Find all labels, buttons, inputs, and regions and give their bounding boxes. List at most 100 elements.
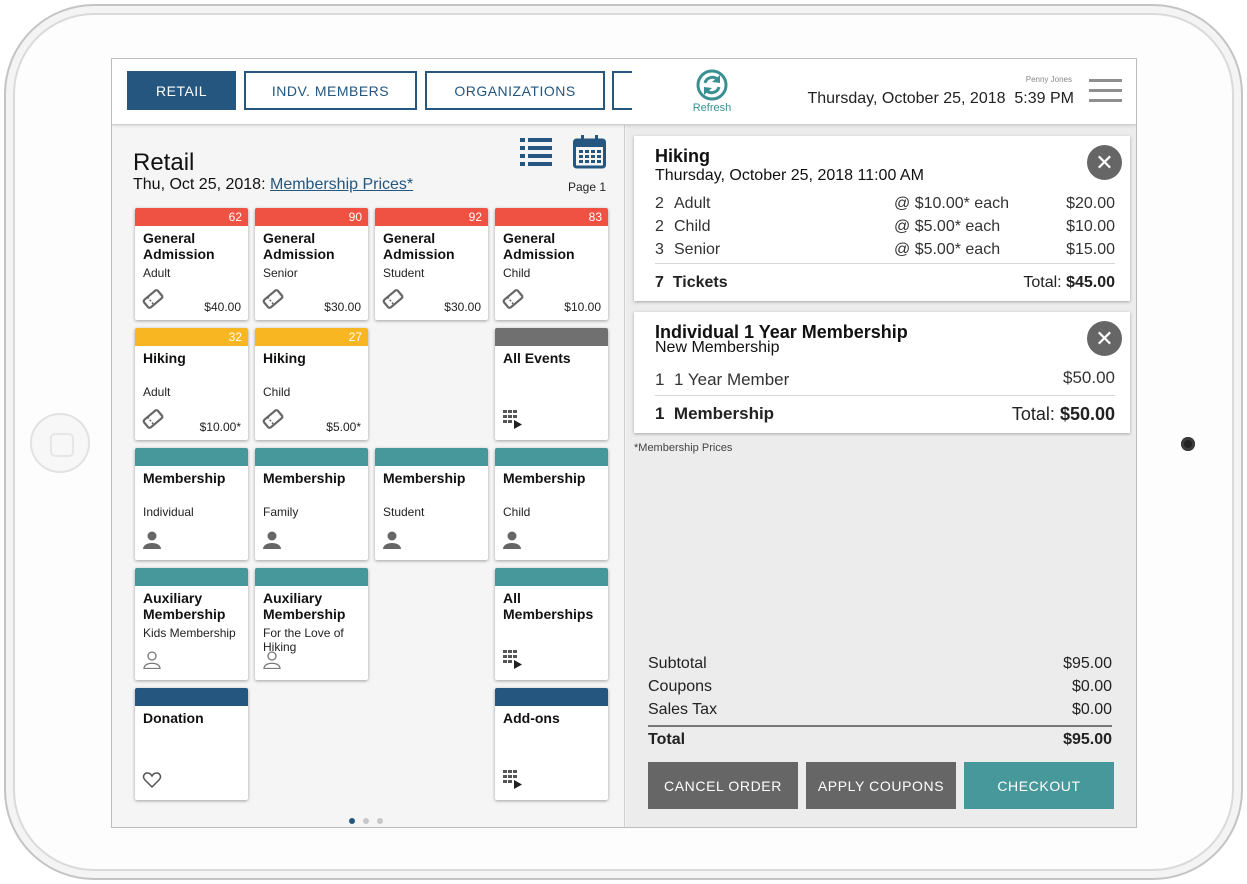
hamburger-icon[interactable] [1089, 79, 1122, 103]
tax-label: Sales Tax [648, 701, 718, 718]
product-tile[interactable]: All Events [495, 328, 608, 440]
remove-item-button[interactable]: ✕ [1087, 145, 1122, 180]
tile-price: $10.00 [564, 300, 601, 314]
product-tile[interactable]: 27 Hiking Child $5.00* [255, 328, 368, 440]
tile-subtitle: Individual [143, 505, 194, 519]
tile-name: Auxiliary Membership [143, 590, 226, 622]
tile-subtitle: Family [263, 505, 299, 519]
tile-name: All Events [503, 350, 571, 366]
checkout-button[interactable]: CHECKOUT [964, 762, 1114, 809]
list-view-icon[interactable] [520, 137, 552, 167]
tile-name: General Admission [503, 230, 575, 262]
ticket-icon [502, 289, 524, 314]
tile-subtitle: Senior [263, 266, 298, 280]
ticket-icon [382, 289, 404, 314]
person-icon [262, 531, 282, 554]
ticket-icon [262, 289, 284, 314]
product-tile[interactable]: Auxiliary Membership For the Love of Hiki… [255, 568, 368, 680]
tile-name: Membership [383, 470, 466, 486]
cart-item-total-row: 1 Membership Total: $50.00 [655, 404, 1115, 424]
tab-indv-members[interactable]: INDV. MEMBERS [244, 71, 417, 110]
refresh-icon [696, 69, 728, 101]
tile-subtitle: Student [383, 505, 425, 519]
tile-availability-bar [135, 568, 248, 586]
membership-count: 1 [655, 404, 665, 423]
calendar-icon[interactable] [573, 135, 606, 169]
coupons-row: Coupons $0.00 [648, 678, 1112, 696]
app-screen: RETAIL INDV. MEMBERS ORGANIZATIONS Refre… [111, 58, 1137, 828]
person-icon [142, 531, 162, 554]
tax-row: Sales Tax $0.00 [648, 701, 1112, 719]
line-qty: 2 [655, 218, 664, 235]
product-tile[interactable]: 83 General Admission Child $10.00 [495, 208, 608, 320]
product-tile[interactable]: 32 Hiking Adult $10.00* [135, 328, 248, 440]
tile-name: General Admission [143, 230, 215, 262]
tile-name: General Admission [383, 230, 455, 262]
membership-prices-link[interactable]: Membership Prices* [269, 176, 414, 193]
product-tile[interactable]: 90 General Admission Senior $30.00 [255, 208, 368, 320]
product-tile[interactable]: 92 General Admission Student $30.00 [375, 208, 488, 320]
tile-subtitle: Adult [143, 266, 171, 280]
page-dot-2[interactable] [363, 818, 369, 824]
tile-subtitle: Student [383, 266, 425, 280]
tile-availability-bar: 62 [135, 208, 248, 226]
product-tile[interactable]: Membership Student [375, 448, 488, 560]
product-tile[interactable]: All Memberships [495, 568, 608, 680]
tab-overflow[interactable] [612, 71, 632, 110]
coupons-value: $0.00 [1071, 678, 1112, 695]
tile-price: $40.00 [204, 300, 241, 314]
line-name: 1 Year Member [674, 370, 790, 389]
product-tile[interactable]: Membership Child [495, 448, 608, 560]
close-icon: ✕ [1095, 149, 1114, 175]
tax-value: $0.00 [1071, 701, 1112, 718]
product-tile[interactable]: 62 General Admission Adult $40.00 [135, 208, 248, 320]
tile-name: Donation [143, 710, 204, 726]
camera-icon [1181, 437, 1195, 451]
cart-panel: Hiking Thursday, October 25, 2018 11:00 … [626, 125, 1136, 827]
product-tile[interactable]: Membership Individual [135, 448, 248, 560]
tile-availability-bar [255, 568, 368, 586]
total-label: Total: [1023, 274, 1062, 291]
tile-availability-bar [375, 448, 488, 466]
line-amount: $20.00 [1066, 195, 1115, 212]
page-title: Retail [133, 149, 195, 176]
tile-price: $5.00* [326, 420, 361, 434]
line-qty: 2 [655, 195, 664, 212]
apply-coupons-button[interactable]: APPLY COUPONS [806, 762, 956, 809]
product-tile[interactable]: Auxiliary Membership Kids Membership [135, 568, 248, 680]
cart-item-total: Total: $45.00 [1023, 274, 1115, 292]
tile-subtitle: Child [263, 385, 291, 399]
ticket-icon [142, 289, 164, 314]
membership-prices-note: *Membership Prices [634, 442, 733, 454]
tile-availability-bar: 90 [255, 208, 368, 226]
line-amount: $10.00 [1066, 218, 1115, 235]
page-dot-1[interactable] [349, 818, 355, 824]
product-tile[interactable]: Add-ons [495, 688, 608, 800]
membership-count-label: Membership [673, 404, 775, 423]
tile-price: $10.00* [199, 420, 241, 434]
tab-retail[interactable]: RETAIL [127, 71, 236, 110]
remove-item-button[interactable]: ✕ [1087, 321, 1122, 356]
tile-availability-bar [495, 688, 608, 706]
page-dot-3[interactable] [377, 818, 383, 824]
cancel-order-button[interactable]: CANCEL ORDER [648, 762, 798, 809]
total-value: $50.00 [1059, 404, 1115, 424]
product-tile[interactable]: Donation [135, 688, 248, 800]
home-button[interactable] [30, 413, 90, 473]
tile-subtitle: Child [503, 266, 531, 280]
tab-organizations[interactable]: ORGANIZATIONS [425, 71, 605, 110]
tile-availability-bar: 32 [135, 328, 248, 346]
current-time: 5:39 PM [1014, 90, 1074, 107]
tile-availability-bar [135, 448, 248, 466]
grand-total-row: Total $95.00 [648, 731, 1112, 749]
tile-subtitle: Kids Membership [143, 626, 236, 640]
pagination-dots[interactable] [349, 811, 391, 827]
refresh-button[interactable]: Refresh [687, 69, 737, 114]
grand-total-label: Total [648, 731, 686, 748]
tile-subtitle: For the Love of Hiking [263, 626, 344, 654]
line-unit-price: @ $5.00* each [894, 241, 1001, 258]
tile-name: Hiking [263, 350, 306, 366]
product-tile[interactable]: Membership Family [255, 448, 368, 560]
cart-item-hiking: Hiking Thursday, October 25, 2018 11:00 … [634, 136, 1130, 301]
user-name: Penny Jones [1025, 75, 1072, 84]
